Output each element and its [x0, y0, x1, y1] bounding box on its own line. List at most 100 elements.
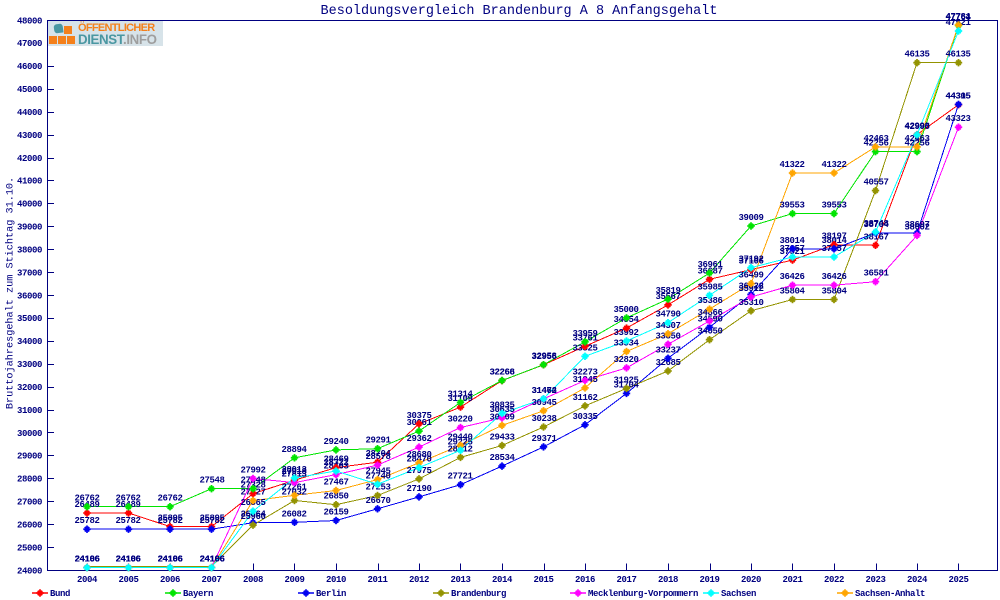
svg-text:24106: 24106: [157, 555, 182, 565]
svg-text:42463: 42463: [863, 134, 888, 144]
svg-text:2017: 2017: [616, 575, 636, 585]
svg-text:39553: 39553: [779, 201, 804, 211]
svg-text:35000: 35000: [17, 314, 42, 324]
svg-text:38704: 38704: [863, 220, 889, 230]
svg-text:24106: 24106: [157, 555, 182, 565]
svg-text:33237: 33237: [655, 345, 680, 355]
svg-text:Brandenburg: Brandenburg: [451, 589, 506, 599]
svg-text:35985: 35985: [697, 282, 722, 292]
svg-text:43000: 43000: [17, 131, 42, 141]
svg-text:29000: 29000: [17, 452, 42, 462]
svg-text:36961: 36961: [697, 260, 723, 270]
svg-text:24106: 24106: [199, 555, 224, 565]
svg-text:25895: 25895: [157, 514, 182, 524]
svg-text:38197: 38197: [821, 232, 846, 242]
svg-text:48000: 48000: [17, 16, 42, 26]
svg-text:27721: 27721: [447, 472, 473, 482]
svg-text:24106: 24106: [115, 555, 140, 565]
svg-text:31472: 31472: [531, 386, 556, 396]
svg-text:28894: 28894: [281, 445, 307, 455]
svg-text:25782: 25782: [157, 516, 182, 526]
svg-text:46135: 46135: [904, 50, 929, 60]
svg-text:26000: 26000: [17, 521, 42, 531]
svg-text:Sachsen-Anhalt: Sachsen-Anhalt: [855, 589, 925, 599]
svg-text:30835: 30835: [489, 400, 514, 410]
svg-text:27945: 27945: [365, 467, 390, 477]
svg-text:2008: 2008: [243, 575, 263, 585]
svg-text:31000: 31000: [17, 406, 42, 416]
svg-text:34050: 34050: [697, 327, 722, 337]
svg-text:44315: 44315: [945, 91, 970, 101]
svg-text:24106: 24106: [199, 555, 224, 565]
svg-text:2007: 2007: [201, 575, 221, 585]
svg-text:2011: 2011: [367, 575, 388, 585]
svg-text:35819: 35819: [655, 286, 680, 296]
svg-text:28000: 28000: [17, 475, 42, 485]
svg-text:36426: 36426: [821, 272, 846, 282]
svg-text:2018: 2018: [658, 575, 678, 585]
svg-text:24000: 24000: [17, 566, 42, 576]
svg-text:42463: 42463: [904, 134, 929, 144]
svg-text:30335: 30335: [572, 412, 597, 422]
svg-text:35804: 35804: [779, 287, 805, 297]
svg-text:32273: 32273: [572, 367, 597, 377]
svg-text:24106: 24106: [115, 555, 140, 565]
svg-text:38602: 38602: [904, 222, 929, 232]
svg-text:29440: 29440: [447, 432, 472, 442]
svg-text:38014: 38014: [779, 236, 805, 246]
svg-text:46135: 46135: [945, 50, 970, 60]
svg-text:Mecklenburg-Vorpommern: Mecklenburg-Vorpommern: [588, 589, 698, 599]
svg-text:28534: 28534: [489, 453, 515, 463]
svg-text:36426: 36426: [779, 272, 804, 282]
svg-text:37192: 37192: [738, 255, 763, 265]
svg-text:47000: 47000: [17, 39, 42, 49]
svg-text:26762: 26762: [157, 494, 182, 504]
svg-text:25782: 25782: [115, 516, 140, 526]
svg-text:38167: 38167: [863, 232, 888, 242]
svg-text:38014: 38014: [821, 236, 847, 246]
svg-text:26670: 26670: [365, 496, 390, 506]
svg-text:33000: 33000: [17, 360, 42, 370]
svg-text:2020: 2020: [741, 575, 761, 585]
svg-text:2022: 2022: [824, 575, 844, 585]
svg-text:34790: 34790: [655, 310, 680, 320]
svg-text:24106: 24106: [74, 555, 99, 565]
svg-text:26762: 26762: [115, 494, 140, 504]
svg-text:32266: 32266: [489, 368, 514, 378]
svg-text:27548: 27548: [199, 476, 224, 486]
svg-text:2019: 2019: [699, 575, 719, 585]
svg-text:41322: 41322: [779, 160, 804, 170]
svg-text:28013: 28013: [281, 465, 306, 475]
svg-text:Besoldungsvergleich Brandenbur: Besoldungsvergleich Brandenburg A 8 Anfa…: [321, 4, 718, 19]
svg-text:31925: 31925: [613, 375, 638, 385]
svg-text:24106: 24106: [74, 555, 99, 565]
svg-text:35386: 35386: [697, 296, 722, 306]
svg-text:37000: 37000: [17, 268, 42, 278]
svg-text:25000: 25000: [17, 543, 42, 553]
svg-text:27000: 27000: [17, 498, 42, 508]
svg-text:32268: 32268: [489, 368, 514, 378]
svg-text:41322: 41322: [821, 160, 846, 170]
svg-text:2025: 2025: [948, 575, 968, 585]
svg-text:24106: 24106: [199, 555, 224, 565]
svg-text:30238: 30238: [531, 414, 556, 424]
svg-text:42000: 42000: [17, 154, 42, 164]
svg-text:2024: 2024: [907, 575, 928, 585]
svg-text:30375: 30375: [406, 411, 431, 421]
svg-text:30220: 30220: [447, 415, 472, 425]
svg-text:27992: 27992: [240, 466, 265, 476]
svg-text:35804: 35804: [821, 287, 847, 297]
svg-text:28704: 28704: [365, 449, 391, 459]
svg-text:26850: 26850: [323, 492, 348, 502]
svg-text:2016: 2016: [575, 575, 595, 585]
svg-text:34866: 34866: [697, 308, 722, 318]
svg-text:47764: 47764: [945, 12, 971, 22]
svg-text:37106: 37106: [738, 257, 763, 267]
svg-text:38748: 38748: [863, 219, 888, 229]
svg-text:2023: 2023: [865, 575, 885, 585]
svg-text:2006: 2006: [160, 575, 180, 585]
svg-text:2014: 2014: [492, 575, 513, 585]
svg-text:29240: 29240: [323, 437, 348, 447]
svg-text:27918: 27918: [281, 467, 306, 477]
svg-text:33959: 33959: [572, 329, 597, 339]
